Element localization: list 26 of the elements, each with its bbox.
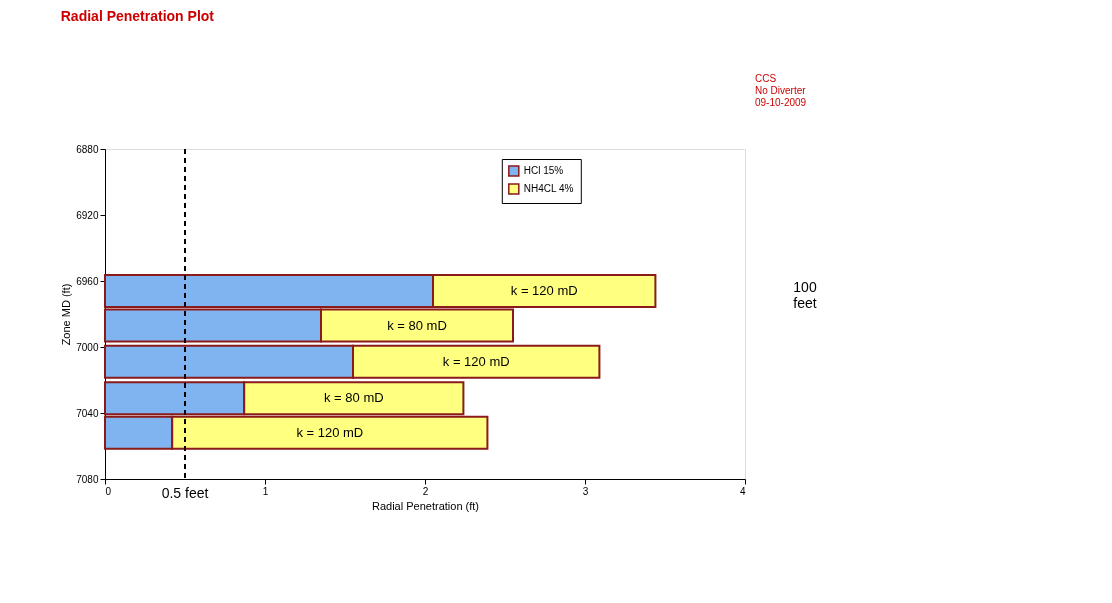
legend-label: NH4CL 4% — [523, 183, 574, 194]
x-tick-label: 1 — [262, 485, 269, 497]
x-tick-label: 3 — [582, 485, 589, 497]
y-axis-title: Zone MD (ft) — [60, 283, 73, 346]
annotation: k = 80 mD — [324, 390, 384, 406]
y-tick-label: 7040 — [76, 407, 99, 419]
y-tick-label: 7080 — [76, 473, 99, 485]
text: 09-10-2009 — [755, 97, 807, 108]
annotation: k = 120 mD — [296, 424, 364, 440]
annotation: k = 120 mD — [442, 353, 510, 369]
chart-title: Radial Penetration Plot — [60, 8, 215, 24]
text: 100 feet — [793, 278, 817, 311]
annotation: k = 120 mD — [510, 282, 578, 298]
legend-label: HCl 15% — [523, 165, 564, 176]
text: CCS — [755, 73, 777, 84]
x-tick-label: 2 — [422, 485, 429, 497]
y-tick-label: 6960 — [76, 275, 99, 287]
y-tick-label: 6880 — [76, 143, 99, 155]
text: No Diverter — [755, 85, 806, 96]
x-tick-label: 0 — [105, 485, 112, 497]
x-axis-title: Radial Penetration (ft) — [372, 499, 479, 512]
ref-line-label: 0.5 feet — [161, 485, 209, 501]
y-tick-label: 7000 — [76, 341, 99, 353]
annotation: k = 80 mD — [387, 317, 447, 333]
y-tick-label: 6920 — [76, 209, 99, 221]
x-tick-label: 4 — [739, 485, 746, 497]
